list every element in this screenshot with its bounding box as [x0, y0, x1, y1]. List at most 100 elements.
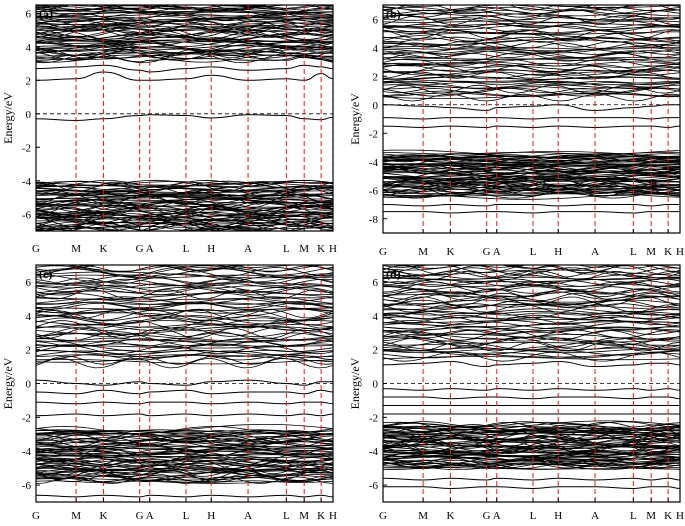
plot-area	[36, 0, 333, 231]
conduction-band-line	[383, 5, 680, 12]
valence-band-line	[36, 480, 333, 483]
valence-band-line	[36, 182, 333, 193]
x-tick-label: G	[32, 510, 40, 522]
valence-band-line	[383, 432, 680, 436]
x-tick-label: H	[554, 246, 562, 258]
x-tick-label: A	[244, 510, 252, 522]
valence-band-line	[36, 221, 333, 227]
valence-band-line	[36, 464, 333, 475]
conduction-band-line	[383, 23, 680, 29]
valence-band-line	[383, 153, 680, 157]
conduction-band-line	[36, 283, 333, 288]
isolated-band-line	[36, 494, 333, 498]
valence-band-line	[383, 453, 680, 458]
valence-band-line	[383, 167, 680, 175]
conduction-band-line	[36, 323, 333, 331]
valence-band-line	[36, 455, 333, 459]
x-tick-label: L	[530, 510, 537, 522]
conduction-band-line	[36, 309, 333, 321]
conduction-band-line	[383, 76, 680, 80]
isolated-band-line	[36, 71, 333, 81]
conduction-band-line	[36, 16, 333, 20]
conduction-band-line	[383, 14, 680, 21]
x-tick-label: K	[317, 243, 325, 255]
valence-band-line	[36, 432, 333, 443]
valence-band-group	[383, 149, 680, 200]
conduction-band-line	[36, 265, 333, 276]
x-tick-label: H	[676, 510, 684, 522]
y-tick-label: 4	[373, 43, 379, 55]
valence-band-line	[36, 445, 333, 453]
y-tick-label: -6	[22, 209, 32, 221]
conduction-band-line	[383, 58, 680, 67]
valence-band-line	[383, 151, 680, 158]
y-tick-label: 0	[373, 379, 379, 391]
valence-band-line	[36, 192, 333, 196]
valence-band-line	[383, 427, 680, 431]
x-tick-label: K	[446, 246, 454, 258]
conduction-band-line	[383, 84, 680, 89]
x-tick-label: A	[591, 510, 599, 522]
y-tick-label: 2	[373, 345, 379, 357]
conduction-band-line	[36, 0, 333, 4]
plot-area	[383, 265, 680, 490]
y-tick-label: 0	[26, 379, 32, 391]
valence-band-line	[36, 450, 333, 460]
conduction-band-group	[36, 259, 333, 369]
x-tick-label: L	[183, 243, 190, 255]
valence-band-line	[383, 421, 680, 428]
conduction-band-line	[383, 288, 680, 294]
conduction-band-line	[36, 259, 333, 264]
conduction-band-line	[36, 17, 333, 26]
conduction-band-line	[383, 337, 680, 342]
valence-band-line	[383, 151, 680, 155]
conduction-band-line	[36, 29, 333, 34]
conduction-band-line	[383, 22, 680, 27]
valence-band-line	[383, 465, 680, 470]
y-tick-label: 2	[26, 345, 32, 357]
y-tick-label: 2	[26, 75, 32, 87]
y-tick-label: -4	[22, 446, 32, 458]
y-axis-label: Energy/eV	[1, 357, 15, 409]
plot-frame	[35, 4, 334, 232]
conduction-band-line	[36, 46, 333, 52]
x-tick-label: G	[136, 243, 144, 255]
valence-band-group	[36, 424, 333, 484]
conduction-band-line	[36, 350, 333, 358]
x-tick-label: K	[317, 510, 325, 522]
x-tick-label: L	[630, 510, 637, 522]
valence-band-line	[36, 225, 333, 231]
valence-band-line	[36, 424, 333, 435]
valence-band-line	[383, 179, 680, 188]
isolated-band-line	[383, 360, 680, 368]
conduction-band-line	[73, 5, 270, 6]
conduction-band-line	[392, 5, 598, 7]
x-tick-label: M	[299, 510, 309, 522]
conduction-band-line	[383, 6, 680, 15]
x-tick-label: A	[146, 510, 154, 522]
conduction-band-line	[36, 286, 333, 293]
x-tick-label: M	[418, 510, 428, 522]
conduction-band-line	[36, 20, 333, 31]
conduction-band-line	[383, 265, 680, 268]
x-tick-label: A	[493, 510, 501, 522]
valence-band-line	[383, 169, 680, 175]
conduction-band-line	[383, 294, 680, 303]
conduction-band-line	[383, 37, 680, 43]
conduction-band-line	[383, 314, 680, 319]
x-tick-label: G	[136, 510, 144, 522]
conduction-band-line	[383, 50, 680, 55]
conduction-band-line	[36, 338, 333, 347]
conduction-band-line	[383, 87, 680, 97]
conduction-band-line	[383, 296, 680, 306]
conduction-band-line	[383, 5, 680, 11]
isolated-band-line	[383, 211, 680, 214]
conduction-band-line	[383, 312, 680, 319]
y-axis-label: Energy/eV	[348, 357, 362, 409]
isolated-band-line	[36, 413, 333, 417]
valence-band-line	[36, 181, 333, 184]
